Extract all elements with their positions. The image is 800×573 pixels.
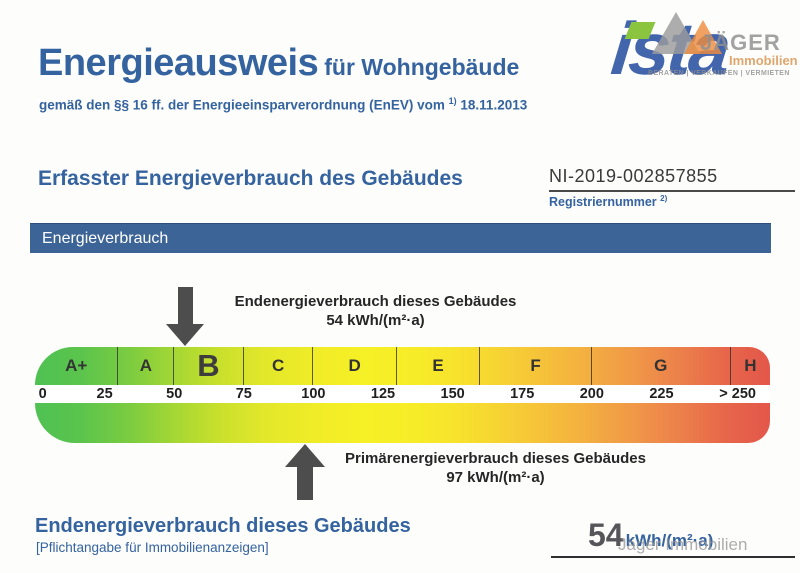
energy-scale-gradient-bar: [35, 403, 770, 443]
band-a-plus: A+: [35, 347, 119, 385]
tick-25: 25: [96, 386, 113, 402]
footer-value-unit: kWh/(m²·a): [625, 531, 714, 550]
band-f: F: [480, 347, 592, 385]
tick-150: 150: [440, 386, 465, 402]
footer-watermark: Jäger Immobilien: [618, 535, 748, 554]
subtitle-text: gemäß den §§ 16 ff. der Energieeinsparve…: [39, 97, 445, 113]
tick-225: 225: [649, 386, 674, 402]
section-heading: Erfasster Energieverbrauch des Gebäudes: [38, 167, 463, 190]
band-a: A: [118, 347, 175, 385]
registration-label: Registriernummer 2): [549, 194, 668, 210]
title-main: Energieausweis: [38, 42, 319, 84]
band-e: E: [397, 347, 481, 385]
tick-125: 125: [370, 386, 396, 402]
tick-75: 75: [235, 386, 252, 402]
end-energy-label: Endenergieverbrauch dieses Gebäudes: [234, 293, 517, 310]
footer-value-number: 54: [588, 517, 624, 553]
primary-energy-marker-label: Primärenergieverbrauch dieses Gebäudes 9…: [333, 449, 658, 487]
tick-0: 0: [38, 386, 47, 402]
title-suffix: für Wohngebäude: [324, 54, 520, 80]
page-subtitle: gemäß den §§ 16 ff. der Energieeinsparve…: [39, 96, 527, 113]
registration-block: NI-2019-002857855 Registriernummer 2): [549, 166, 795, 209]
jaeger-watermark-sub: Immobilien: [729, 53, 798, 68]
subtitle-date: 18.11.2013: [460, 97, 528, 113]
band-c: C: [244, 347, 314, 385]
footer-note: [Pflichtangabe für Immobilienanzeigen]: [36, 540, 269, 555]
tick-200: 200: [579, 386, 604, 402]
band-d: D: [313, 347, 397, 385]
energy-scale: A+ A B C D E F G H 0 25 50 75 100 125 15…: [35, 347, 770, 443]
energieverbrauch-bar: Energieverbrauch: [30, 223, 771, 253]
footer-divider-line: [551, 556, 795, 558]
jaeger-watermark-tagline: BERATEN | VERKAUFEN | VERMIETEN: [648, 70, 790, 77]
band-g: G: [592, 347, 731, 385]
subtitle-footnote: 1): [448, 96, 457, 106]
band-b-current: B: [174, 347, 244, 385]
page-title: Energieausweis für Wohngebäude: [38, 42, 519, 85]
end-energy-arrow-down-icon: [166, 287, 204, 346]
band-h: H: [744, 356, 757, 375]
registration-number: NI-2019-002857855: [549, 166, 795, 192]
end-energy-value: 54 kWh/(m²·a): [326, 312, 425, 329]
primary-energy-label: Primärenergieverbrauch dieses Gebäudes: [345, 450, 646, 467]
primary-energy-arrow-up-icon: [285, 444, 325, 500]
tick-100: 100: [301, 386, 326, 402]
jaeger-mountain-orange-icon: [684, 20, 722, 54]
footer-value: 54 kWh/(m²·a): [588, 517, 713, 554]
energy-scale-band-row: A+ A B C D E F G H: [35, 347, 770, 385]
tick-50: 50: [166, 386, 183, 402]
tick-175: 175: [510, 386, 535, 402]
scale-tick-row: 0 25 50 75 100 125 150 175 200 225 > 250: [35, 385, 770, 403]
end-energy-marker-label: Endenergieverbrauch dieses Gebäudes 54 k…: [218, 292, 533, 330]
primary-energy-value: 97 kWh/(m²·a): [446, 469, 545, 486]
tick-250: > 250: [719, 386, 757, 402]
jaeger-watermark-name: JÄGER: [700, 30, 781, 55]
registration-footnote: 2): [660, 194, 668, 203]
footer-title: Endenergieverbrauch dieses Gebäudes: [35, 515, 411, 537]
